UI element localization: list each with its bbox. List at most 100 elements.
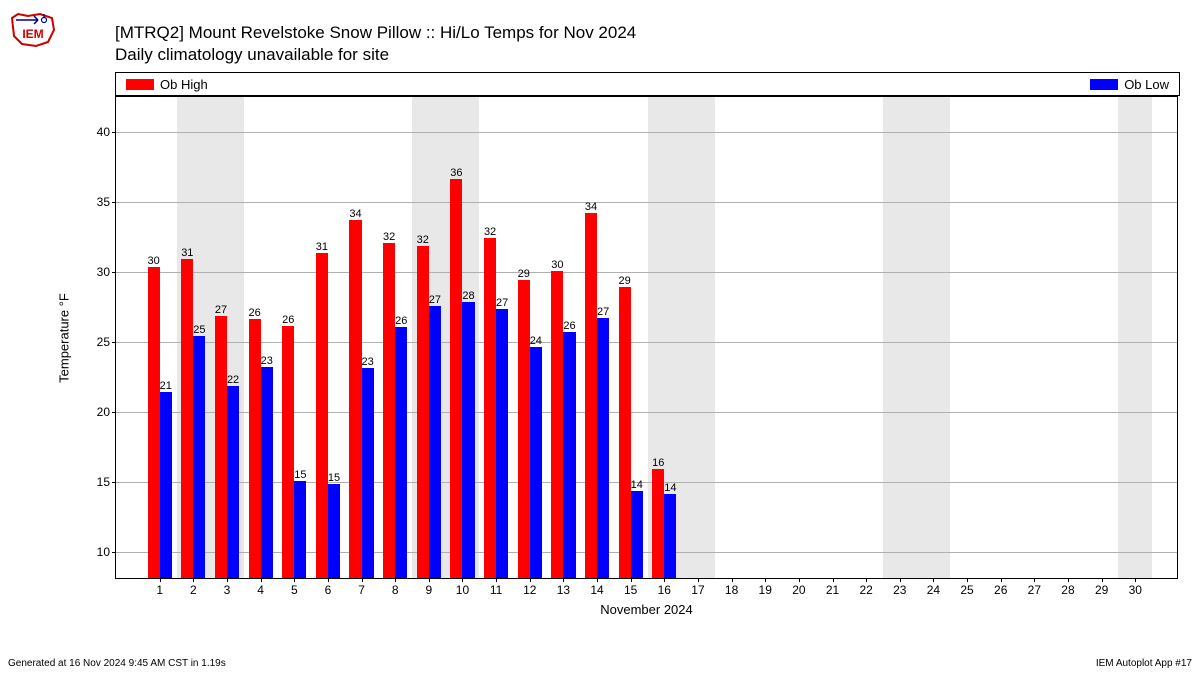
bar-low — [429, 306, 441, 578]
x-axis-label: November 2024 — [600, 602, 693, 617]
bar-label-high: 30 — [551, 259, 563, 271]
bar-label-low: 26 — [563, 320, 575, 332]
ytick-label: 20 — [97, 405, 110, 419]
xtick-mark — [462, 578, 463, 582]
ytick-mark — [112, 272, 116, 273]
legend: Ob High Ob Low — [115, 72, 1180, 96]
xtick-label: 14 — [590, 583, 603, 597]
xtick-label: 9 — [426, 583, 433, 597]
bar-label-high: 26 — [248, 307, 260, 319]
bar-low — [563, 332, 575, 578]
ytick-label: 40 — [97, 125, 110, 139]
bar-label-high: 36 — [450, 167, 462, 179]
bar-label-high: 27 — [215, 304, 227, 316]
bar-high — [215, 316, 227, 578]
bar-low — [261, 367, 273, 578]
xtick-mark — [833, 578, 834, 582]
xtick-label: 8 — [392, 583, 399, 597]
legend-swatch-high — [126, 79, 154, 90]
xtick-mark — [933, 578, 934, 582]
svg-text:IEM: IEM — [22, 27, 43, 41]
xtick-label: 13 — [557, 583, 570, 597]
iem-logo: IEM — [8, 8, 58, 50]
xtick-mark — [530, 578, 531, 582]
ytick-label: 15 — [97, 475, 110, 489]
legend-item-high: Ob High — [126, 77, 208, 92]
ytick-label: 35 — [97, 195, 110, 209]
xtick-mark — [698, 578, 699, 582]
bar-label-low: 27 — [496, 297, 508, 309]
xtick-mark — [765, 578, 766, 582]
bar-label-high: 26 — [282, 314, 294, 326]
bar-high — [450, 179, 462, 578]
gridline — [116, 552, 1177, 553]
bar-label-high: 32 — [383, 231, 395, 243]
bar-low — [395, 327, 407, 578]
bar-label-low: 28 — [462, 290, 474, 302]
xtick-mark — [294, 578, 295, 582]
xtick-label: 2 — [190, 583, 197, 597]
xtick-label: 26 — [994, 583, 1007, 597]
gridline — [116, 272, 1177, 273]
xtick-mark — [362, 578, 363, 582]
ytick-mark — [112, 342, 116, 343]
gridline — [116, 342, 1177, 343]
bar-high — [652, 469, 664, 578]
xtick-mark — [160, 578, 161, 582]
bar-high — [551, 271, 563, 578]
footer-app: IEM Autoplot App #17 — [1096, 658, 1192, 669]
xtick-label: 17 — [691, 583, 704, 597]
xtick-label: 4 — [257, 583, 264, 597]
bar-low — [462, 302, 474, 578]
bar-label-high: 31 — [181, 247, 193, 259]
bar-label-high: 32 — [417, 234, 429, 246]
bar-label-high: 32 — [484, 226, 496, 238]
bar-high — [349, 220, 361, 578]
bar-high — [181, 259, 193, 578]
legend-label-high: Ob High — [160, 77, 208, 92]
bar-high — [249, 319, 261, 578]
xtick-mark — [631, 578, 632, 582]
xtick-label: 30 — [1129, 583, 1142, 597]
bar-label-high: 29 — [518, 268, 530, 280]
xtick-mark — [1034, 578, 1035, 582]
bar-label-high: 34 — [349, 208, 361, 220]
bar-high — [585, 213, 597, 578]
xtick-label: 16 — [658, 583, 671, 597]
bar-label-low: 23 — [361, 356, 373, 368]
bar-label-low: 14 — [664, 482, 676, 494]
bar-low — [597, 318, 609, 578]
xtick-label: 3 — [224, 583, 231, 597]
xtick-mark — [799, 578, 800, 582]
xtick-label: 20 — [792, 583, 805, 597]
xtick-mark — [597, 578, 598, 582]
xtick-mark — [193, 578, 194, 582]
bar-high — [417, 246, 429, 578]
xtick-label: 7 — [358, 583, 365, 597]
ytick-mark — [112, 552, 116, 553]
xtick-mark — [900, 578, 901, 582]
bar-low — [664, 494, 676, 578]
xtick-mark — [395, 578, 396, 582]
title-line1: [MTRQ2] Mount Revelstoke Snow Pillow :: … — [115, 22, 636, 44]
gridline — [116, 482, 1177, 483]
bar-low — [227, 386, 239, 578]
xtick-label: 29 — [1095, 583, 1108, 597]
xtick-label: 15 — [624, 583, 637, 597]
footer-generated: Generated at 16 Nov 2024 9:45 AM CST in … — [8, 658, 226, 669]
ytick-label: 25 — [97, 335, 110, 349]
xtick-label: 19 — [759, 583, 772, 597]
bar-label-low: 15 — [294, 469, 306, 481]
bar-low — [362, 368, 374, 578]
bar-high — [518, 280, 530, 578]
xtick-mark — [496, 578, 497, 582]
bar-high — [148, 267, 160, 578]
bar-low — [530, 347, 542, 578]
xtick-label: 5 — [291, 583, 298, 597]
xtick-mark — [664, 578, 665, 582]
title-line2: Daily climatology unavailable for site — [115, 44, 636, 66]
ytick-mark — [112, 132, 116, 133]
xtick-label: 22 — [859, 583, 872, 597]
bar-label-high: 16 — [652, 457, 664, 469]
xtick-mark — [328, 578, 329, 582]
